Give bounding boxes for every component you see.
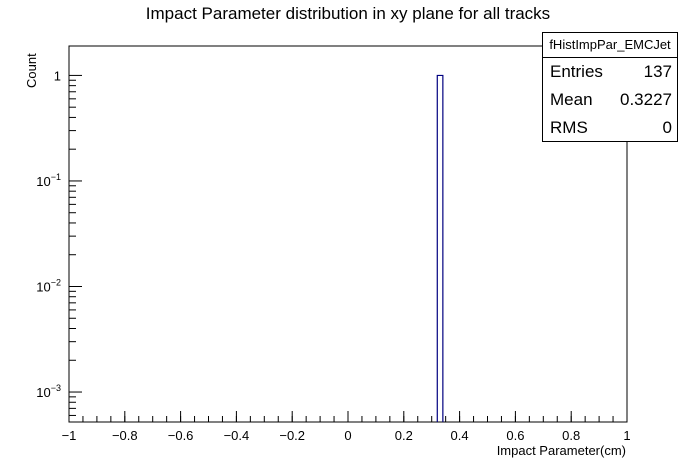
x-tick-label: −0.6	[168, 428, 194, 443]
x-tick-label: −0.8	[112, 428, 138, 443]
x-tick-label: −1	[62, 428, 77, 443]
y-tick-label: 10−3	[36, 383, 61, 400]
x-tick-label: −0.2	[279, 428, 305, 443]
y-tick-label: 10−1	[36, 172, 61, 189]
stats-entries-value: 137	[643, 62, 672, 81]
stats-row-entries: Entries 137	[543, 58, 677, 86]
y-tick-label: 10−2	[36, 277, 61, 294]
y-axis-label: Count	[24, 53, 39, 88]
x-tick-label: 1	[623, 428, 630, 443]
chart-title: Impact Parameter distribution in xy plan…	[145, 4, 551, 23]
stats-mean-value: 0.3227	[620, 90, 672, 109]
y-tick-label: 1	[54, 68, 61, 83]
x-tick-label: 0.4	[451, 428, 469, 443]
stats-entries-label: Entries	[550, 62, 603, 81]
stats-rms-label: RMS	[550, 118, 588, 137]
x-tick-label: 0.6	[506, 428, 524, 443]
stats-rms-value: 0	[662, 118, 672, 137]
stats-mean-label: Mean	[550, 90, 593, 109]
stats-box: fHistImpPar_EMCJet Entries 137 Mean 0.32…	[542, 32, 678, 142]
x-tick-label: 0	[344, 428, 351, 443]
x-tick-label: 0.8	[562, 428, 580, 443]
x-tick-label: 0.2	[395, 428, 413, 443]
stats-histogram-name: fHistImpPar_EMCJet	[543, 33, 677, 58]
histogram-bar	[436, 74, 444, 422]
stats-row-rms: RMS 0	[543, 114, 677, 142]
x-tick-label: −0.4	[224, 428, 250, 443]
x-axis-label: Impact Parameter(cm)	[496, 443, 626, 458]
stats-row-mean: Mean 0.3227	[543, 86, 677, 114]
